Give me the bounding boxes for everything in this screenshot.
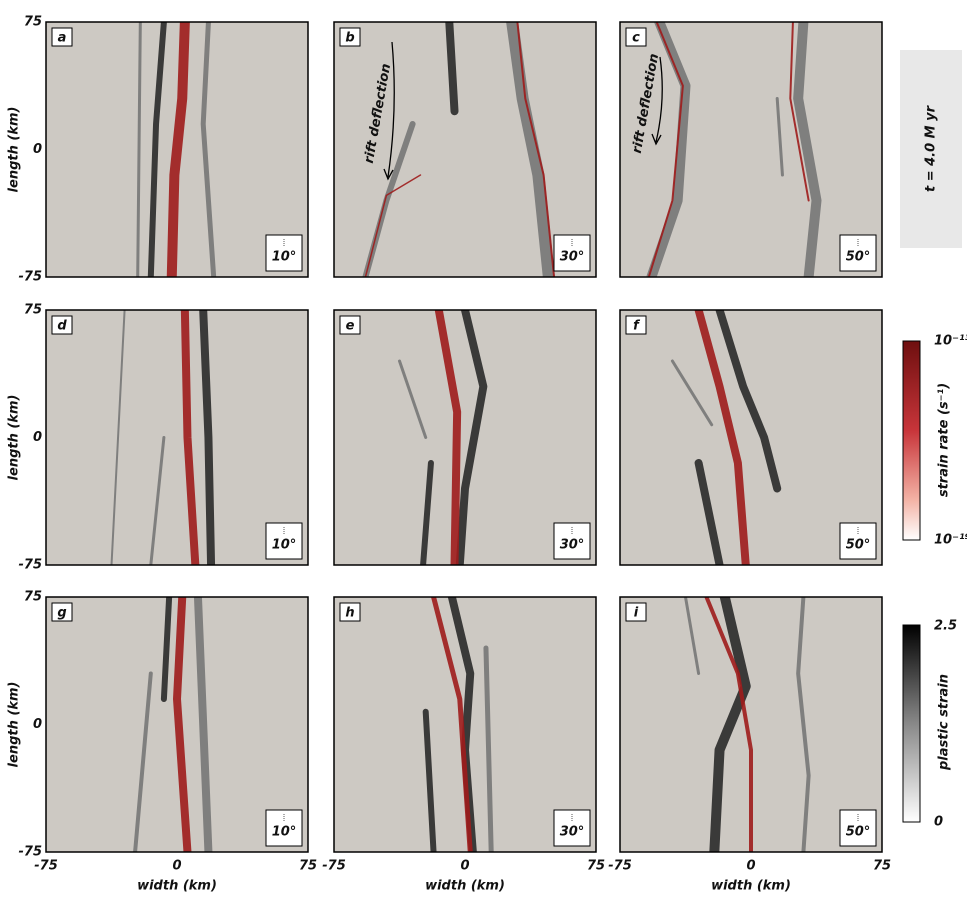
x-tick-label: -75 [322, 859, 346, 874]
panel: i 50° -75 0 75 width (km) [608, 597, 891, 894]
colorbar-min: 0 [934, 815, 943, 830]
angle-label: 50° [846, 825, 871, 840]
y-axis-label: length (km) [7, 682, 22, 768]
y-axis-label: length (km) [7, 395, 22, 481]
y-tick-label: 0 [33, 430, 42, 445]
y-tick-label: 75 [24, 15, 42, 30]
colorbar-max: 10⁻¹³ [934, 334, 967, 349]
colorbar-label: strain rate (s⁻¹) [937, 383, 952, 497]
x-tick-label: 0 [172, 859, 181, 874]
panel: g 10° 75 0 -75 length (km) -75 0 75 width (km) [7, 590, 318, 894]
angle-label: 50° [846, 538, 871, 553]
panel: h 30° -75 0 75 width (km) [322, 597, 605, 894]
y-tick-label: 0 [33, 142, 42, 157]
x-tick-label: 0 [460, 859, 469, 874]
panel-letter: g [57, 606, 66, 621]
x-tick-label: 75 [873, 859, 891, 874]
panel: a 10° 75 0 -75 length (km) [7, 15, 309, 285]
y-tick-label: 75 [24, 303, 42, 318]
colorbar [903, 341, 920, 540]
x-tick-label: -75 [608, 859, 632, 874]
angle-label: 50° [846, 250, 871, 265]
y-axis-label: length (km) [7, 107, 22, 193]
angle-label: 30° [560, 825, 585, 840]
y-tick-label: -75 [19, 845, 43, 860]
angle-label: 10° [272, 250, 297, 265]
y-tick-label: -75 [19, 558, 43, 573]
x-tick-label: 0 [746, 859, 755, 874]
panel: c50°rift deflection [620, 22, 882, 277]
x-axis-label: width (km) [137, 879, 217, 894]
angle-label: 30° [560, 250, 585, 265]
angle-label: 10° [272, 538, 297, 553]
y-tick-label: 0 [33, 717, 42, 732]
y-tick-label: -75 [19, 270, 43, 285]
x-tick-label: 75 [299, 859, 317, 874]
panel-letter: e [346, 319, 355, 334]
colorbar-max: 2.5 [934, 619, 957, 634]
figure: t = 4.0 M yr 10⁻¹³ 10⁻¹⁹ strain rate (s⁻… [0, 0, 967, 896]
time-label: t = 4.0 M yr [924, 104, 939, 192]
y-tick-label: 75 [24, 590, 42, 605]
x-axis-label: width (km) [425, 879, 505, 894]
x-tick-label: 75 [587, 859, 605, 874]
panel: b30°rift deflection [334, 22, 596, 277]
panel: f50° [620, 310, 882, 565]
panel-letter: c [632, 31, 640, 46]
colorbar-min: 10⁻¹⁹ [934, 533, 967, 548]
panel: d 10° 75 0 -75 length (km) [7, 303, 309, 573]
panel-letter: h [345, 606, 354, 621]
panel-letter: i [634, 606, 639, 621]
panel-letter: b [345, 31, 354, 46]
panel-letter: a [58, 31, 67, 46]
angle-label: 30° [560, 538, 585, 553]
panel-letter: d [57, 319, 67, 334]
x-tick-label: -75 [34, 859, 58, 874]
x-axis-label: width (km) [711, 879, 791, 894]
angle-label: 10° [272, 825, 297, 840]
strain-band [449, 22, 454, 111]
panel: e 30° [334, 310, 596, 565]
colorbar-label: plastic strain [937, 674, 952, 771]
colorbar [903, 625, 920, 822]
